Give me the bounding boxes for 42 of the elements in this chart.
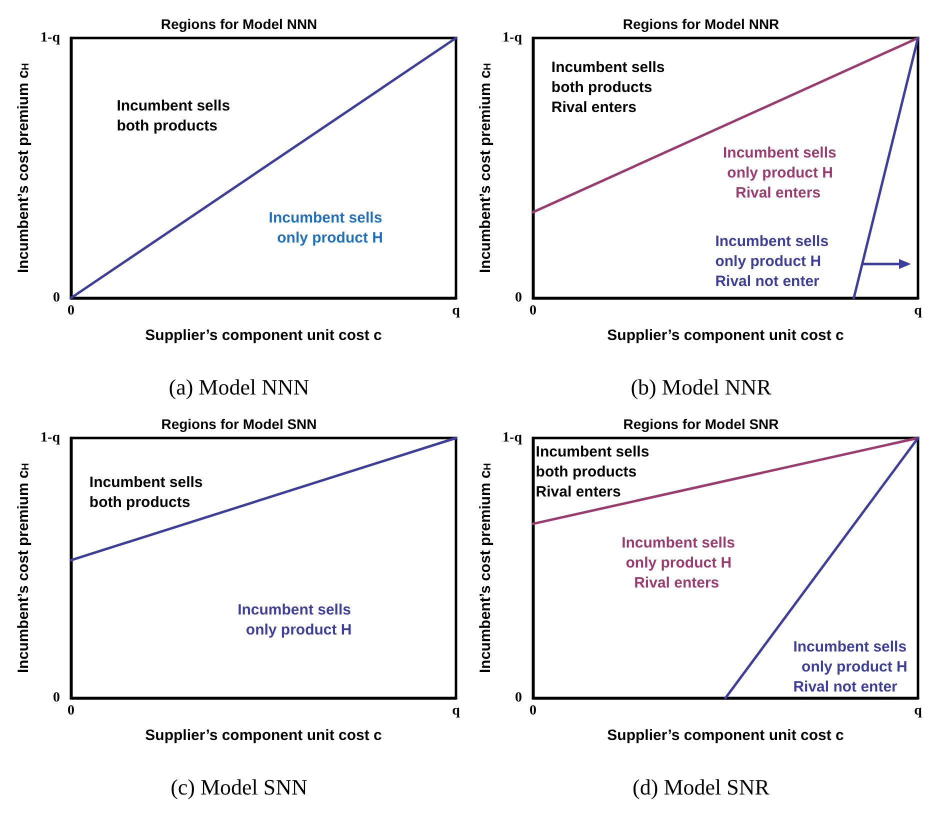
annotation: Incumbent sells only product H Rival not enter <box>793 638 908 696</box>
annotation: Incumbent sells only product H Rival enters <box>622 534 735 592</box>
x-axis-title: Supplier’s component unit cost c <box>145 727 382 744</box>
x-axis-title: Supplier’s component unit cost c <box>145 327 382 344</box>
x-tick-label: q <box>914 704 922 718</box>
text: (c) Model SNN <box>170 774 308 800</box>
chart-title: Regions for Model NNN <box>160 16 318 32</box>
chart-title: Regions for Model NNR <box>622 16 780 32</box>
x-tick-label: q <box>452 304 460 318</box>
text: 0 <box>53 690 60 706</box>
annotation: Incumbent sells both products <box>89 474 203 512</box>
y-axis-title: Incumbent’s cost premium cH <box>15 62 32 274</box>
text: 1-q <box>40 30 60 46</box>
text: 0 <box>515 690 522 706</box>
x-tick-label: 0 <box>530 704 536 718</box>
x-tick-label: 0 <box>530 304 536 318</box>
chart-title: Regions for Model SNN <box>161 416 317 432</box>
y-axis-title: Incumbent’s cost premium cH <box>477 62 494 274</box>
y-axis-title: Incumbent’s cost premium cH <box>15 462 32 674</box>
annotation: Incumbent sells both products Rival enters <box>551 58 665 116</box>
annotation: Incumbent sells only product H Rival not enter <box>715 233 829 290</box>
text: 1-q <box>40 430 60 446</box>
annotation: Incumbent sells both products Rival enters <box>536 443 650 500</box>
x-axis-title: Supplier’s component unit cost c <box>607 727 844 744</box>
chart-title: Regions for Model SNR <box>623 416 779 432</box>
text: 0 <box>515 290 522 306</box>
text: 0 <box>53 290 60 306</box>
annotation: Incumbent sells both products <box>116 98 230 134</box>
text: (a) Model NNN <box>168 374 310 400</box>
annotation: Incumbent sells only product H <box>268 209 383 246</box>
x-tick-label: 0 <box>68 304 74 318</box>
text: 1-q <box>502 30 522 46</box>
annotation: Incumbent sells only product H <box>238 602 352 638</box>
x-tick-label: 0 <box>68 704 74 718</box>
x-tick-label: q <box>452 704 460 718</box>
text: 1-q <box>502 430 522 446</box>
annotation: Incumbent sells only product H Rival enters <box>723 144 836 202</box>
text: (b) Model NNR <box>630 374 772 400</box>
x-tick-label: q <box>914 304 922 318</box>
x-axis-title: Supplier’s component unit cost c <box>607 327 844 344</box>
text: (d) Model SNR <box>632 774 770 800</box>
y-axis-title: Incumbent’s cost premium cH <box>477 462 494 674</box>
